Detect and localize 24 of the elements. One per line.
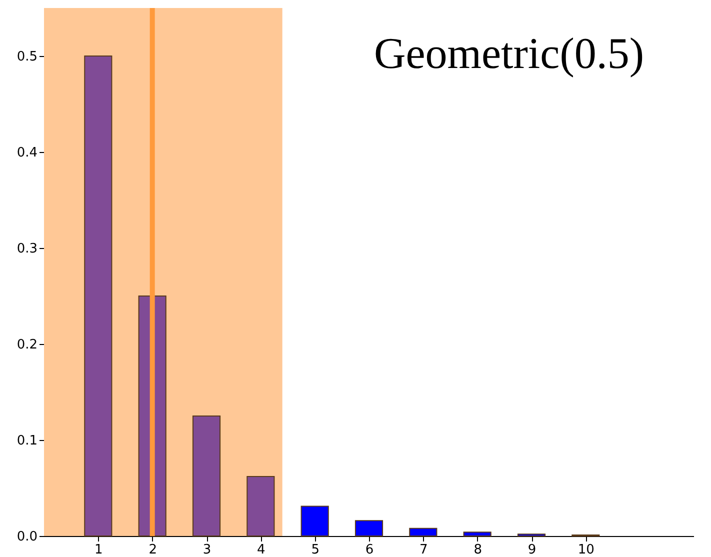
x-tick-label: 3 xyxy=(202,542,212,557)
bar xyxy=(409,528,438,536)
text: Geometric(0.5) xyxy=(374,29,644,78)
bar xyxy=(300,506,329,536)
x-tick-label: 10 xyxy=(578,542,594,557)
y-tick-label: 0.0 xyxy=(16,530,38,544)
y-tick-label: 0.5 xyxy=(16,50,38,64)
x-tick-label: 1 xyxy=(94,542,103,557)
x-tick-label: 7 xyxy=(420,542,428,557)
y-tick-label: 0.1 xyxy=(16,434,38,448)
x-tick-label: 4 xyxy=(257,542,266,557)
bar xyxy=(246,476,275,536)
x-tick-label: 8 xyxy=(474,542,482,557)
bar xyxy=(192,416,221,536)
bar xyxy=(463,532,492,536)
y-tick-label: 0.2 xyxy=(16,338,38,352)
y-tick-label: 0.3 xyxy=(16,242,38,256)
x-tick-label: 5 xyxy=(311,542,320,557)
y-tick-label: 0.4 xyxy=(16,146,38,160)
bar xyxy=(84,56,112,536)
x-tick-label: 9 xyxy=(528,542,536,557)
x-tick-label: 2 xyxy=(148,542,157,557)
x-tick-label: 6 xyxy=(365,542,374,557)
bar xyxy=(354,520,384,536)
